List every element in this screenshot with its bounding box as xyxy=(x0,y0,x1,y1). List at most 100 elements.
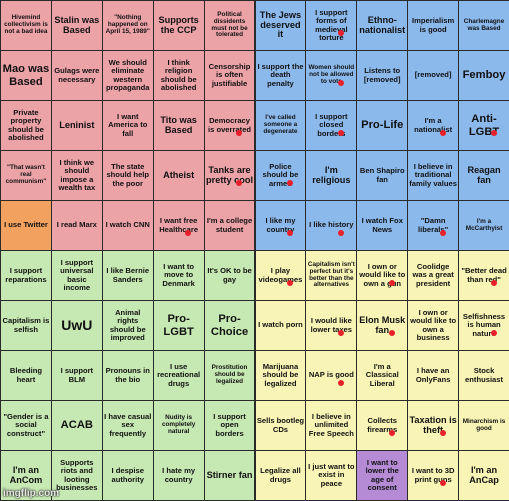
bingo-cell: I want to 3D print guns xyxy=(407,450,459,501)
bingo-cell-text: Pro-Choice xyxy=(206,313,254,337)
bingo-cell: Private property should be abolished xyxy=(0,100,52,151)
bingo-cell-text: [removed] xyxy=(415,71,452,79)
bingo-cell-text: I support the death penalty xyxy=(257,63,305,88)
bingo-cell-text: Charlemagne was Based xyxy=(460,19,508,33)
bingo-cell-text: I watch CNN xyxy=(106,221,150,229)
bingo-cell-text: Tito was Based xyxy=(155,116,203,136)
bingo-cell: UwU xyxy=(51,300,103,351)
bingo-cell: I would like lower taxes xyxy=(305,300,357,351)
bingo-cell-text: Capitalism isn't perfect but it's better… xyxy=(307,262,355,290)
bingo-cell: "That wasn't real communism" xyxy=(0,150,52,201)
bingo-cell: Pro-LGBT xyxy=(153,300,205,351)
bingo-cell-text: Animal rights should be improved xyxy=(104,309,152,342)
bingo-cell-text: Pro-LGBT xyxy=(155,313,203,337)
bingo-cell: I've called someone a degenerate xyxy=(255,100,307,151)
bingo-cell-text: Democracy is overrated xyxy=(206,117,254,133)
bingo-cell: We should eliminate western propaganda xyxy=(102,50,154,101)
bingo-cell: I hate my country xyxy=(153,450,205,501)
bingo-cell: I like history xyxy=(305,200,357,251)
bingo-cell-text: Marijuana should be legalized xyxy=(257,363,305,388)
bingo-cell: Tanks are pretty cool xyxy=(204,150,256,201)
bingo-cell: Supports riots and looting businesses xyxy=(51,450,103,501)
bingo-cell-text: Stalin was Based xyxy=(53,16,101,36)
bingo-cell: I support closed borders xyxy=(305,100,357,151)
bingo-cell-text: I play videogames xyxy=(257,267,305,283)
bingo-cell: Stirner fan xyxy=(204,450,256,501)
bingo-cell-text: The Jews deserved it xyxy=(257,11,305,41)
bingo-cell-text: I want America to fall xyxy=(104,113,152,138)
bingo-cell: Supports the CCP xyxy=(153,0,205,51)
bingo-cell: I own or would like to own a gun xyxy=(356,250,408,301)
bingo-cell: I want free Healthcare xyxy=(153,200,205,251)
bingo-cell-text: I watch Fox News xyxy=(358,217,406,233)
bingo-cell-text: I'm an AnCom xyxy=(2,466,50,486)
bingo-cell: I'm a college student xyxy=(204,200,256,251)
bingo-cell: I watch porn xyxy=(255,300,307,351)
bingo-cell-text: We should eliminate western propaganda xyxy=(104,59,152,92)
bingo-cell: Legalize all drugs xyxy=(255,450,307,501)
bingo-cell-text: "Better dead than red" xyxy=(460,267,508,283)
bingo-cell-text: I think religion should be abolished xyxy=(155,59,203,92)
bingo-cell-text: I support open borders xyxy=(206,413,254,438)
bingo-cell-text: I'm religious xyxy=(307,166,355,186)
bingo-cell: Collects firearms xyxy=(356,400,408,451)
bingo-cell-text: I like history xyxy=(309,221,353,229)
bingo-cell-text: I use recreational drugs xyxy=(155,363,203,388)
bingo-cell: I think we should impose a wealth tax xyxy=(51,150,103,201)
bingo-cell: The Jews deserved it xyxy=(255,0,307,51)
bingo-cell-text: Selfishness is human nature xyxy=(460,313,508,338)
bingo-cell: I have an OnlyFans xyxy=(407,350,459,401)
bingo-cell-text: "Gender is a social construct" xyxy=(2,413,50,438)
bingo-cell: Democracy is overrated xyxy=(204,100,256,151)
bingo-cell-text: The state should help the poor xyxy=(104,163,152,188)
bingo-cell: Sells bootleg CDs xyxy=(255,400,307,451)
bingo-cell: Tito was Based xyxy=(153,100,205,151)
bingo-cell: Police should be armed xyxy=(255,150,307,201)
bingo-cell-text: Mao was Based xyxy=(2,63,50,87)
bingo-cell-text: I would like lower taxes xyxy=(307,317,355,333)
bingo-cell: Taxation is theft xyxy=(407,400,459,451)
bingo-cell: [removed] xyxy=(407,50,459,101)
bingo-cell-text: I believe in unlimited Free Speech xyxy=(307,413,355,438)
bingo-cell-text: Coolidge was a great president xyxy=(409,263,457,288)
bingo-cell-text: I support closed borders xyxy=(307,113,355,138)
bingo-cell-text: I've called someone a degenerate xyxy=(257,115,305,136)
bingo-cell-text: I'm a Classical Liberal xyxy=(358,363,406,388)
bingo-cell-text: Private property should be abolished xyxy=(2,109,50,142)
bingo-cell: I'm a nationalist xyxy=(407,100,459,151)
bingo-cell-text: Ethno-nationalist xyxy=(358,16,406,36)
bingo-cell: Stalin was Based xyxy=(51,0,103,51)
bingo-cell: I like Bernie Sanders xyxy=(102,250,154,301)
bingo-cell: Bleeding heart xyxy=(0,350,52,401)
bingo-cell: I despise authority xyxy=(102,450,154,501)
bingo-cell: I just want to exist in peace xyxy=(305,450,357,501)
bingo-cell: NAP is good xyxy=(305,350,357,401)
bingo-cell-text: "That wasn't real communism" xyxy=(2,165,50,186)
bingo-cell: Ethno-nationalist xyxy=(356,0,408,51)
bingo-cell: I use recreational drugs xyxy=(153,350,205,401)
bingo-cell: Femboy xyxy=(458,50,509,101)
bingo-cell-text: I'm a college student xyxy=(206,217,254,233)
bingo-cell: I watch CNN xyxy=(102,200,154,251)
bingo-cell-text: Police should be armed xyxy=(257,163,305,188)
bingo-cell: I watch Fox News xyxy=(356,200,408,251)
bingo-cell: Women should not be allowed to vote xyxy=(305,50,357,101)
bingo-cell-text: I just want to exist in peace xyxy=(307,463,355,488)
bingo-cell-text: "Nothing happened on April 15, 1989" xyxy=(104,15,152,36)
bingo-cell-text: I support forms of medieval torture xyxy=(307,9,355,42)
bingo-cell: I think religion should be abolished xyxy=(153,50,205,101)
bingo-cell-text: I want to 3D print guns xyxy=(409,467,457,483)
bingo-cell: I'm an AnCap xyxy=(458,450,509,501)
bingo-cell: Mao was Based xyxy=(0,50,52,101)
bingo-cell-text: Collects firearms xyxy=(358,417,406,433)
bingo-cell: Selfishness is human nature xyxy=(458,300,509,351)
bingo-cell-text: I believe in traditional family values xyxy=(409,163,457,188)
bingo-cell: I own or would like to own a business xyxy=(407,300,459,351)
bingo-cell: Gulags were necessary xyxy=(51,50,103,101)
bingo-cell-text: Reagan fan xyxy=(460,166,508,186)
bingo-cell: I like my country xyxy=(255,200,307,251)
bingo-cell-text: I read Marx xyxy=(57,221,97,229)
bingo-cell-text: I like Bernie Sanders xyxy=(104,267,152,283)
bingo-cell-text: It's OK to be gay xyxy=(206,267,254,283)
